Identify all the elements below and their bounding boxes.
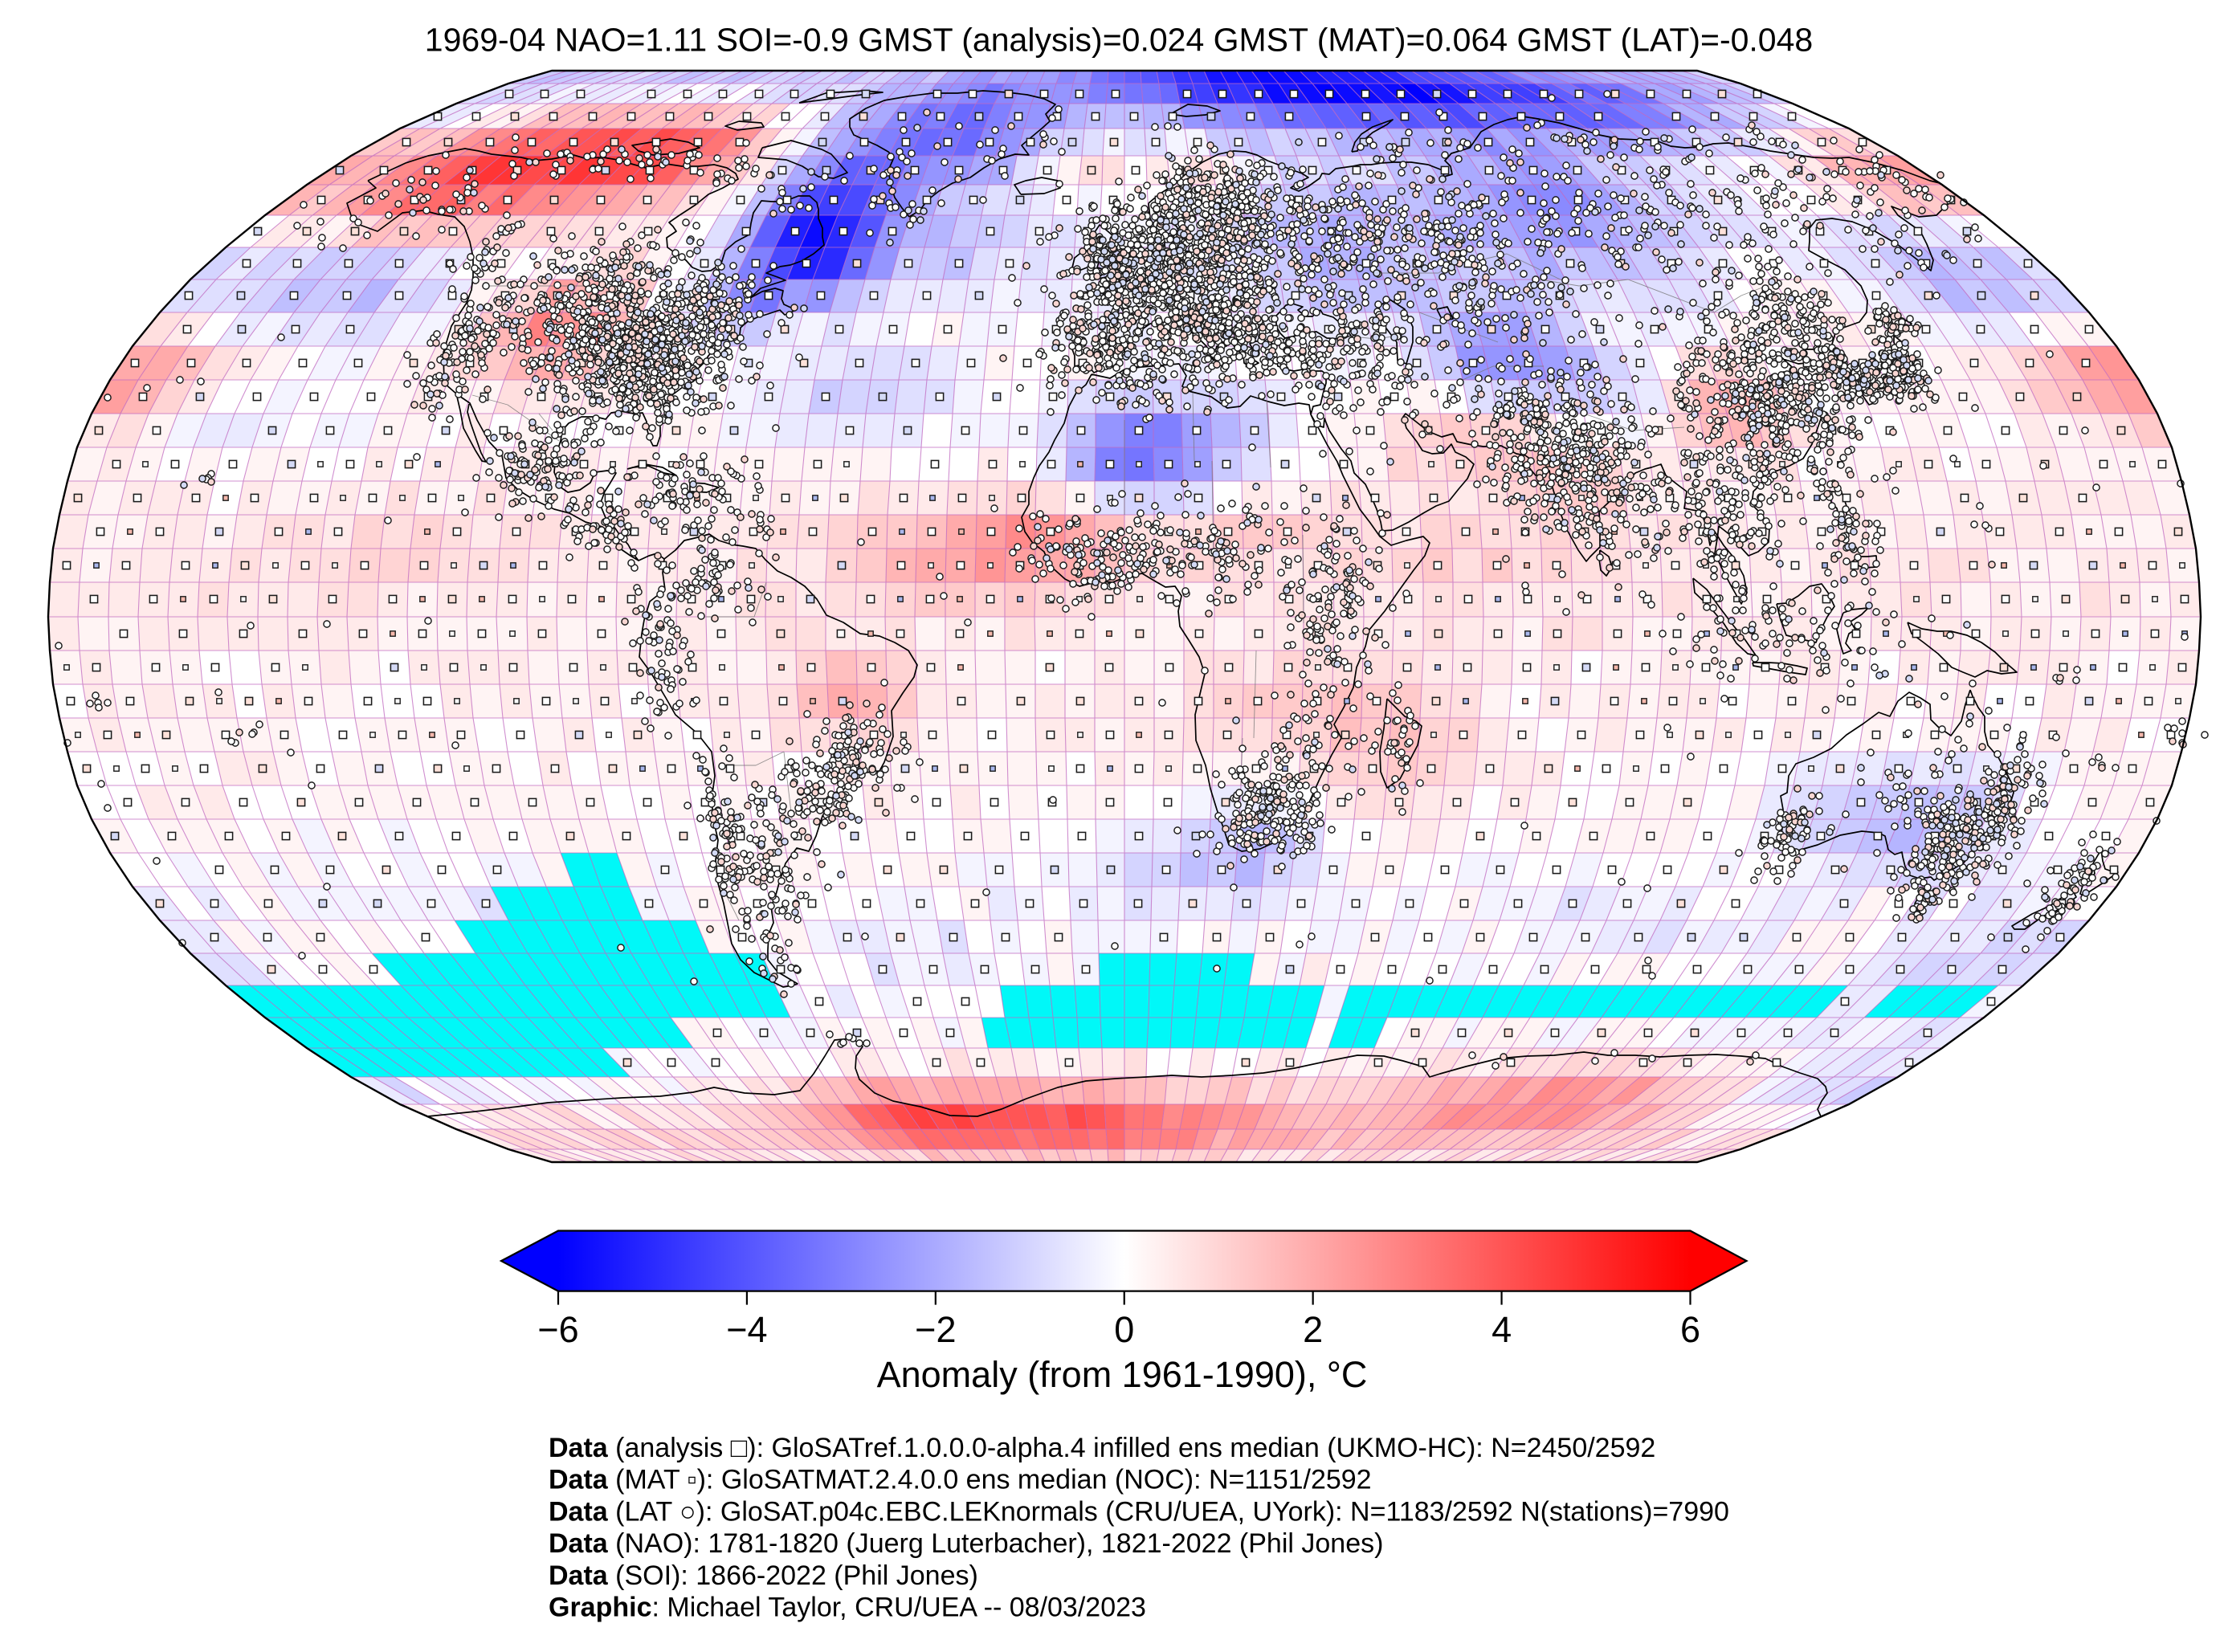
svg-text:Graphic: Michael Taylor, CRU/U: Graphic: Michael Taylor, CRU/UEA -- 08/0… <box>549 1593 1146 1623</box>
svg-text:0: 0 <box>1114 1309 1134 1350</box>
svg-text:4: 4 <box>1492 1309 1512 1350</box>
svg-text:−2: −2 <box>915 1309 956 1350</box>
svg-text:2: 2 <box>1303 1309 1323 1350</box>
svg-text:1969-04 NAO=1.11 SOI=-0.9 GMST: 1969-04 NAO=1.11 SOI=-0.9 GMST (analysis… <box>425 22 1813 59</box>
svg-text:Data (NAO): 1781-1820 (Juerg L: Data (NAO): 1781-1820 (Juerg Luterbacher… <box>549 1528 1383 1559</box>
svg-text:−4: −4 <box>726 1309 767 1350</box>
svg-text:Data (analysis □): GloSATref.1: Data (analysis □): GloSATref.1.0.0.0-alp… <box>549 1433 1655 1463</box>
svg-text:−6: −6 <box>537 1309 578 1350</box>
svg-text:6: 6 <box>1680 1309 1700 1350</box>
svg-text:Data (SOI): 1866-2022 (Phil Jo: Data (SOI): 1866-2022 (Phil Jones) <box>549 1560 978 1591</box>
svg-text:Anomaly (from 1961-1990), °C: Anomaly (from 1961-1990), °C <box>877 1354 1368 1395</box>
svg-text:Data (LAT ○): GloSAT.p04c.EBC.: Data (LAT ○): GloSAT.p04c.EBC.LEKnormals… <box>549 1496 1729 1527</box>
svg-text:Data (MAT ▫): GloSATMAT.2.4.0.: Data (MAT ▫): GloSATMAT.2.4.0.0 ens medi… <box>549 1465 1372 1495</box>
